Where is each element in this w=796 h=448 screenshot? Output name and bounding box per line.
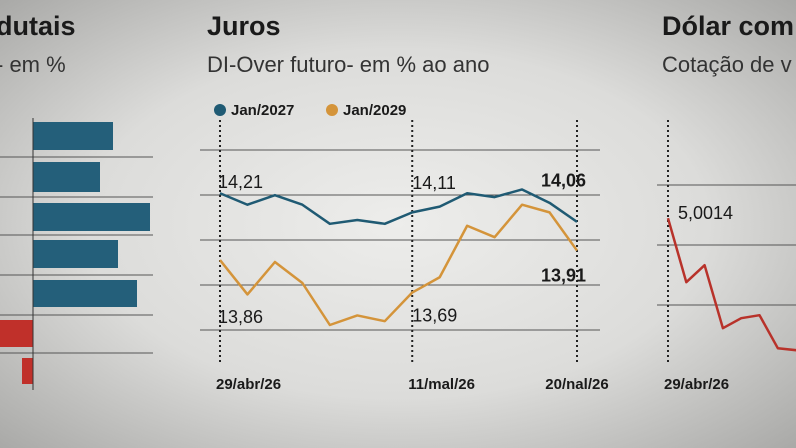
x-tick-label: 29/abr/26	[216, 376, 281, 393]
chart-title: dutais	[0, 11, 76, 41]
legend-marker	[326, 104, 338, 116]
value-label: 14,21	[218, 172, 263, 192]
bar	[33, 203, 150, 231]
bar	[33, 280, 137, 307]
line	[666, 217, 796, 352]
value-label: 14,06	[541, 171, 586, 191]
chart-subtitle: - em %	[0, 52, 66, 77]
chart-title: Juros	[207, 11, 281, 41]
value-label: 13,86	[218, 307, 263, 327]
line	[219, 203, 579, 327]
value-label: 14,11	[412, 173, 456, 193]
grid	[0, 149, 796, 354]
bar	[33, 240, 118, 268]
value-label: 5,0014	[678, 203, 733, 223]
legend-label: Jan/2027	[231, 102, 294, 119]
legend-label: Jan/2029	[343, 102, 406, 119]
x-tick-label: 11/mal/26	[408, 376, 475, 393]
x-tick-label: 29/abr/26	[664, 376, 729, 393]
chart-subtitle: DI-Over futuro- em % ao ano	[207, 52, 489, 77]
value-label: 13,91	[541, 265, 586, 285]
value-label: 13,69	[412, 305, 457, 325]
chart-title: Dólar com	[662, 11, 794, 41]
x-tick-label: 20/nal/26	[545, 376, 608, 393]
chart-subtitle: Cotação de v	[662, 52, 792, 77]
bar	[33, 162, 100, 192]
line	[219, 188, 578, 226]
bar	[0, 320, 33, 347]
legend-marker	[214, 104, 226, 116]
bar	[33, 122, 113, 150]
bar	[22, 358, 33, 384]
